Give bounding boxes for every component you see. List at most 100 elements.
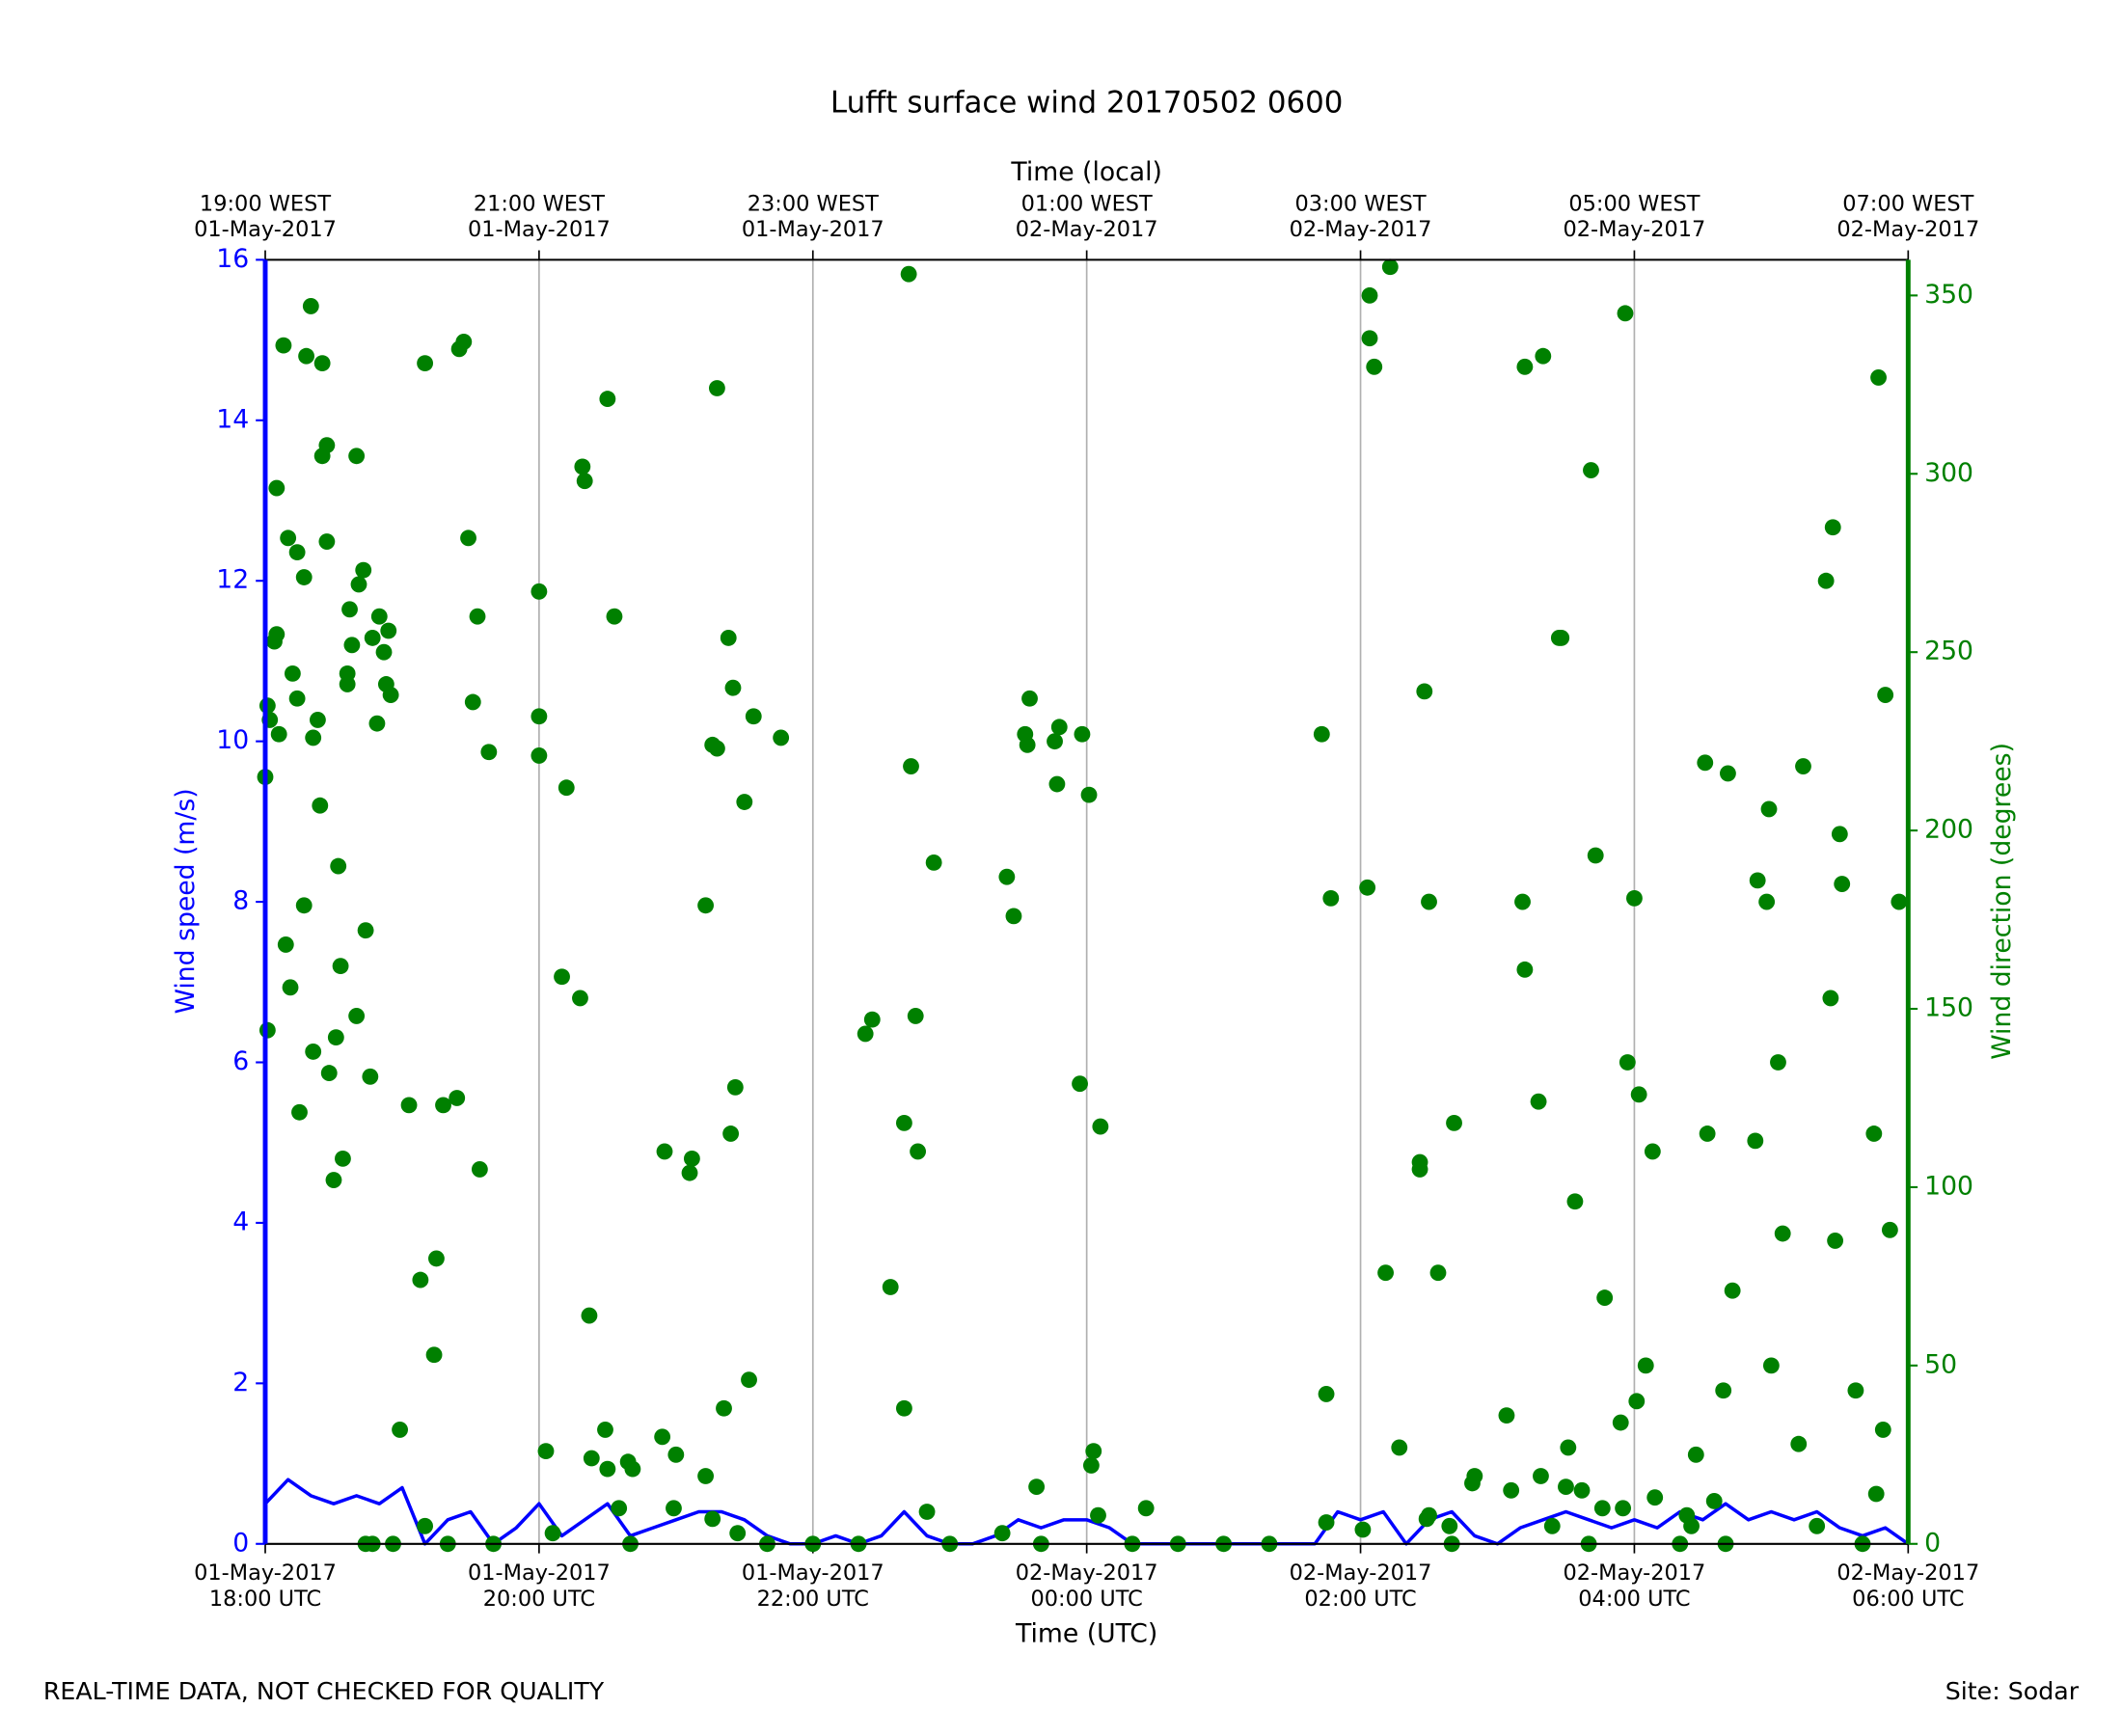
direction-point [1553,629,1570,646]
direction-point [1441,1517,1458,1534]
direction-point [412,1271,429,1288]
direction-point [1615,1500,1632,1517]
x2-tick-label: 02-May-2017 [1836,217,1979,242]
direction-point [295,569,313,585]
direction-point [357,922,374,939]
direction-point [1566,1193,1584,1210]
direction-point [309,712,326,728]
direction-point [330,857,347,875]
direction-point [1596,1289,1614,1307]
direction-point [1720,765,1736,782]
direction-point [1865,1126,1883,1142]
direction-point [480,744,498,761]
direction-point [1762,1357,1780,1374]
direction-point [343,637,361,654]
direction-point [1758,893,1776,910]
chart-title: Lufft surface wind 20170502 0600 [830,86,1343,121]
direction-point [1080,786,1098,803]
direction-point [1822,990,1839,1007]
direction-point [681,1164,698,1181]
direction-point [1809,1517,1826,1534]
footer-right: Site: Sodar [1945,1677,2080,1705]
direction-point [1558,1478,1574,1496]
direction-point [380,622,397,639]
direction-point [530,747,548,764]
direction-point [1021,690,1038,707]
direction-point [1072,1075,1088,1093]
footer-left: REAL-TIME DATA, NOT CHECKED FOR QUALITY [43,1677,605,1705]
y-tick-label: 8 [232,886,249,916]
direction-point [1824,519,1841,536]
direction-point [1628,1393,1646,1410]
direction-point [1612,1414,1629,1431]
direction-point [364,629,381,646]
direction-point [1005,908,1022,925]
x2-tick-label: 01-May-2017 [742,217,884,242]
direction-point [530,708,548,725]
x2-tick-label: 02-May-2017 [1564,217,1706,242]
direction-point [1867,1485,1885,1503]
direction-point [1516,358,1534,375]
direction-point [895,1399,912,1417]
x-tick-label: 22:00 UTC [757,1587,869,1612]
direction-point [318,437,336,454]
direction-point [1881,1221,1898,1238]
direction-point [1891,893,1908,910]
direction-point [1137,1500,1155,1517]
direction-point [348,1008,366,1024]
direction-point [1322,889,1340,907]
direction-point [882,1279,899,1295]
direction-point [1530,1093,1547,1110]
direction-point [425,1346,443,1364]
direction-point [268,626,286,643]
direction-point [697,1468,715,1484]
direction-point [656,1143,673,1160]
direction-point [697,897,715,914]
x-tick-label: 01-May-2017 [742,1560,884,1586]
direction-point [1516,961,1534,978]
direction-point [295,897,313,914]
direction-point [1587,847,1604,864]
direction-point [362,1068,379,1085]
direction-point [722,1126,740,1142]
direction-point [1416,683,1433,700]
x2-tick-label: 07:00 WEST [1842,191,1973,216]
x2-tick-label: 01-May-2017 [468,217,611,242]
direction-point [1047,733,1063,750]
direction-point [1583,462,1599,478]
direction-point [1503,1481,1520,1499]
direction-point [1446,1114,1462,1131]
direction-point [624,1460,641,1478]
direction-point [1697,754,1714,772]
direction-point [302,298,319,314]
direction-point [903,758,919,774]
x2-tick-label: 05:00 WEST [1568,191,1700,216]
direction-point [1637,1357,1654,1374]
x-tick-label: 06:00 UTC [1852,1587,1964,1612]
direction-point [1644,1143,1661,1160]
direction-point [918,1504,936,1520]
direction-point [606,608,623,625]
direction-point [417,1517,434,1534]
direction-point [1092,1118,1109,1135]
direction-point [392,1422,408,1438]
direction-point [382,687,399,703]
direction-point [1543,1517,1561,1534]
direction-point [1705,1492,1723,1509]
direction-point [313,355,331,372]
y-tick-label: 14 [216,404,249,434]
y-axis-label: Wind speed (m/s) [171,788,201,1014]
direction-point [268,479,286,497]
x2-tick-label: 23:00 WEST [748,191,879,216]
x-tick-label: 00:00 UTC [1031,1587,1143,1612]
direction-point [1429,1264,1447,1282]
direction-point [341,601,358,618]
direction-point [1466,1468,1483,1484]
direction-point [993,1525,1011,1542]
direction-point [1573,1481,1591,1499]
direction-point [332,958,349,975]
direction-point [1318,1386,1335,1402]
x2-axis-label: Time (local) [1010,157,1162,187]
